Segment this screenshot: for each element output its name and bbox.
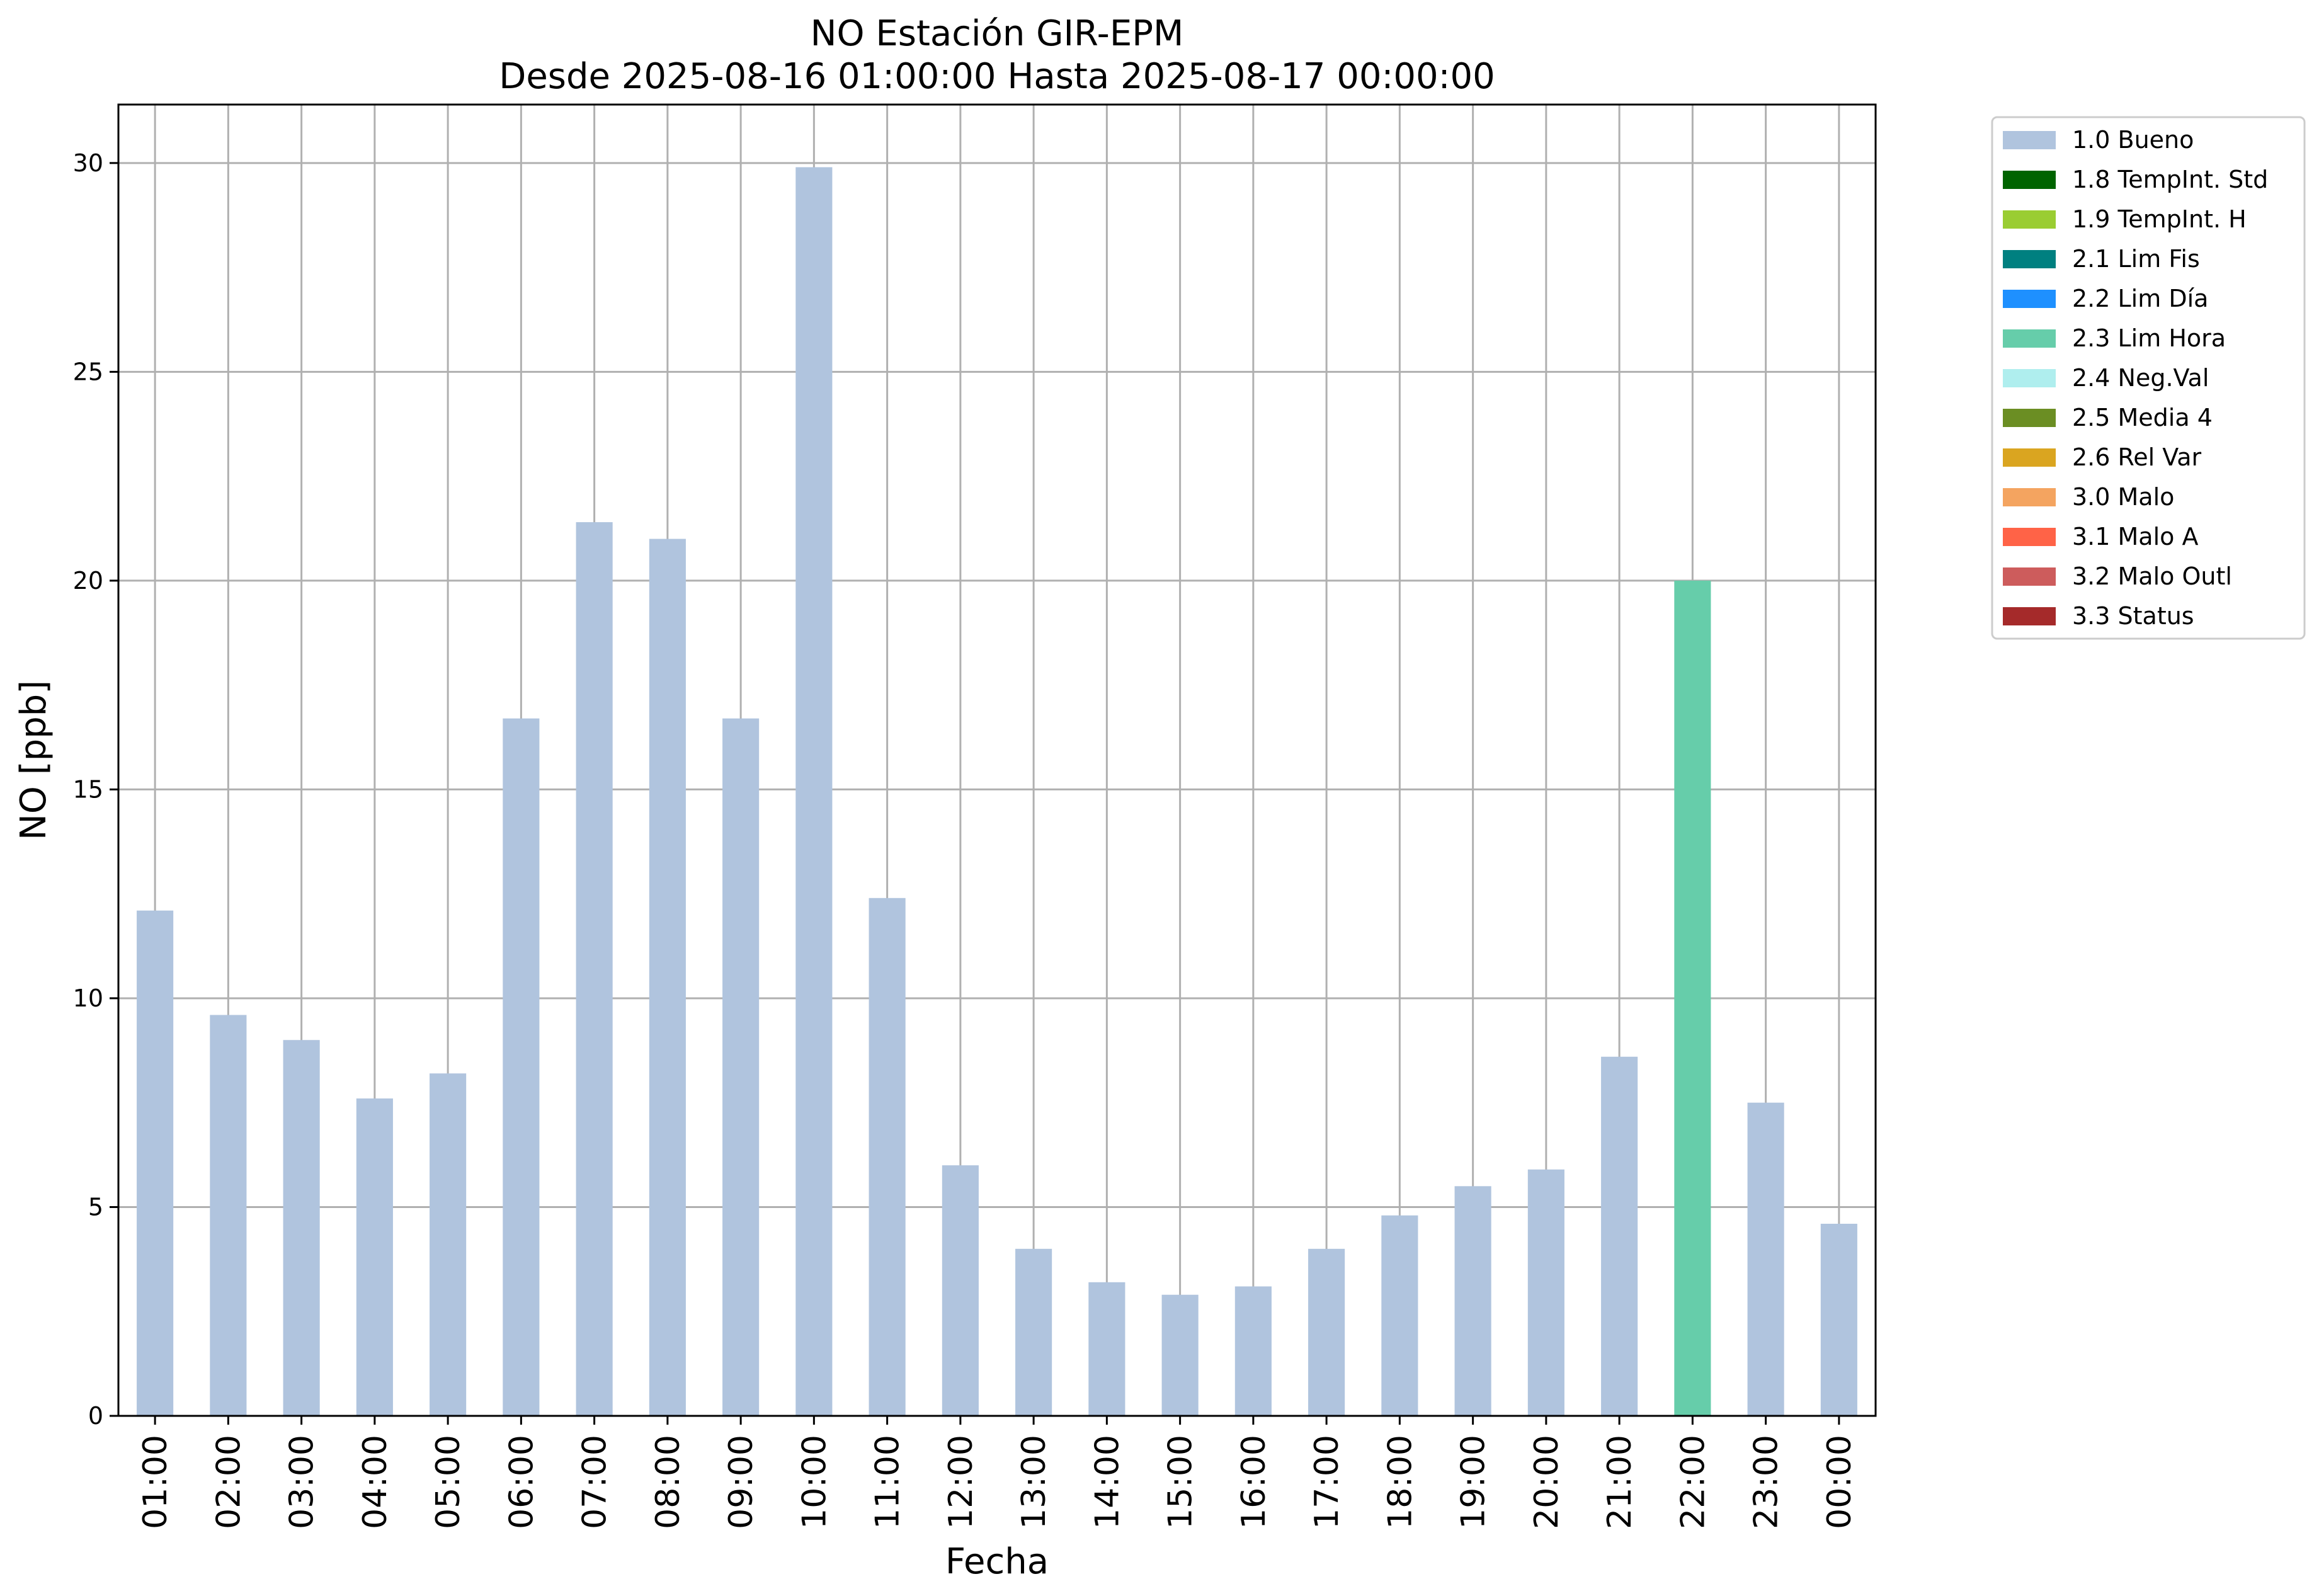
x-tick-label: 18:00 <box>1381 1435 1419 1529</box>
bar-11:00 <box>869 898 906 1416</box>
legend-swatch <box>2003 567 2056 586</box>
bar-15:00 <box>1161 1294 1199 1416</box>
bar-17:00 <box>1308 1248 1345 1416</box>
legend-label: 2.6 Rel Var <box>2072 443 2202 471</box>
x-axis-label: Fecha <box>945 1541 1049 1582</box>
x-tick-label: 08:00 <box>649 1435 687 1529</box>
x-tick-label: 16:00 <box>1235 1435 1273 1529</box>
legend-swatch <box>2003 131 2056 149</box>
x-tick-label: 13:00 <box>1015 1435 1053 1529</box>
legend-swatch <box>2003 210 2056 229</box>
x-tick-label: 14:00 <box>1088 1435 1126 1529</box>
bar-23:00 <box>1747 1102 1784 1416</box>
chart-title: NO Estación GIR-EPM <box>811 13 1184 54</box>
y-tick-label: 20 <box>73 567 103 595</box>
x-tick-label: 06:00 <box>503 1435 540 1529</box>
legend-label: 2.5 Media 4 <box>2072 404 2213 431</box>
y-tick-label: 25 <box>73 358 103 385</box>
legend-swatch <box>2003 607 2056 625</box>
legend-label: 2.1 Lim Fis <box>2072 245 2200 273</box>
x-tick-label: 04:00 <box>356 1435 394 1529</box>
x-tick-label: 22:00 <box>1674 1435 1712 1529</box>
y-tick-label: 0 <box>88 1402 103 1430</box>
bar-06:00 <box>503 718 540 1416</box>
bar-02:00 <box>210 1015 247 1416</box>
legend-swatch <box>2003 488 2056 506</box>
legend-swatch <box>2003 409 2056 427</box>
x-tick-label: 17:00 <box>1308 1435 1346 1529</box>
x-tick-label: 12:00 <box>942 1435 980 1529</box>
legend-swatch <box>2003 369 2056 387</box>
legend-swatch <box>2003 448 2056 467</box>
legend-label: 1.8 TempInt. Std <box>2072 166 2268 193</box>
legend-label: 2.2 Lim Día <box>2072 285 2208 312</box>
y-tick-label: 5 <box>88 1193 103 1221</box>
x-tick-label: 02:00 <box>210 1435 248 1529</box>
x-tick-label: 05:00 <box>430 1435 467 1529</box>
bar-09:00 <box>722 718 760 1416</box>
legend-label: 3.0 Malo <box>2072 483 2174 511</box>
legend-swatch <box>2003 528 2056 546</box>
plot-frame <box>117 103 1877 1417</box>
bar-05:00 <box>430 1073 467 1416</box>
bar-03:00 <box>283 1040 320 1416</box>
x-tick-label: 23:00 <box>1748 1435 1786 1529</box>
legend-label: 3.2 Malo Outl <box>2072 562 2232 590</box>
legend-swatch <box>2003 329 2056 348</box>
legend-label: 3.3 Status <box>2072 602 2194 630</box>
x-tick-label: 03:00 <box>283 1435 321 1529</box>
bar-10:00 <box>795 167 833 1416</box>
bar-21:00 <box>1601 1056 1638 1416</box>
bar-13:00 <box>1015 1248 1052 1416</box>
bar-22:00 <box>1674 580 1711 1416</box>
y-tick-label: 30 <box>73 149 103 177</box>
bar-12:00 <box>942 1165 979 1416</box>
x-axis-ticks: 01:00 02:00 03:00 04:00 05:00 06:00 07:00 08:00… <box>137 1416 1859 1529</box>
y-axis-label: NO [ppb] <box>13 680 54 840</box>
bar-19:00 <box>1454 1186 1491 1416</box>
x-tick-label: 01:00 <box>137 1435 174 1529</box>
y-gridlines <box>118 162 1876 1208</box>
chart-subtitle: Desde 2025-08-16 01:00:00 Hasta 2025-08-… <box>499 56 1495 97</box>
bar-20:00 <box>1527 1169 1564 1416</box>
bar-08:00 <box>649 539 686 1416</box>
bar-14:00 <box>1088 1282 1125 1416</box>
x-tick-label: 20:00 <box>1528 1435 1566 1529</box>
x-tick-label: 15:00 <box>1162 1435 1200 1529</box>
bar-04:00 <box>356 1098 393 1416</box>
bars <box>137 167 1857 1416</box>
bar-18:00 <box>1381 1215 1418 1416</box>
bar-16:00 <box>1234 1286 1272 1416</box>
legend-label: 3.1 Malo A <box>2072 523 2198 550</box>
x-tick-label: 07:00 <box>576 1435 614 1529</box>
legend-label: 1.0 Bueno <box>2072 126 2194 154</box>
legend-swatch <box>2003 250 2056 268</box>
bar-00:00 <box>1820 1223 1857 1416</box>
legend-label: 1.9 TempInt. H <box>2072 205 2247 233</box>
y-tick-label: 15 <box>73 775 103 803</box>
legend-swatch <box>2003 290 2056 308</box>
x-tick-label: 11:00 <box>869 1435 907 1529</box>
x-tick-label: 21:00 <box>1601 1435 1639 1529</box>
y-tick-label: 10 <box>73 984 103 1012</box>
x-tick-label: 10:00 <box>795 1435 833 1529</box>
legend-label: 2.4 Neg.Val <box>2072 364 2209 392</box>
legend-swatch <box>2003 171 2056 189</box>
x-tick-label: 00:00 <box>1821 1435 1859 1529</box>
bar-01:00 <box>137 910 174 1416</box>
x-tick-label: 19:00 <box>1455 1435 1493 1529</box>
legend: 1.0 Bueno 1.8 TempInt. Std 1.9 TempInt. H 2… <box>1991 116 2306 640</box>
y-axis-ticks: 0 5 10 15 20 25 30 <box>73 149 118 1430</box>
x-tick-label: 09:00 <box>722 1435 760 1529</box>
legend-label: 2.3 Lim Hora <box>2072 324 2226 352</box>
bar-07:00 <box>576 522 613 1416</box>
legend-frame <box>1991 116 2306 640</box>
